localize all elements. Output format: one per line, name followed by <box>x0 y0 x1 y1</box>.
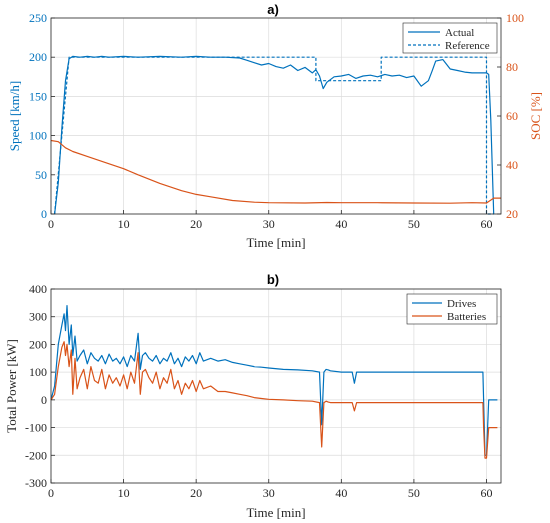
chart-a-title: a) <box>267 2 279 17</box>
y2-tick-label: 60 <box>506 109 518 123</box>
chart-b-y-ticks: -300 -200 -100 0 100 200 300 400 <box>25 282 55 490</box>
chart-a-y-ticks: 0 50 100 150 200 250 <box>29 11 55 221</box>
chart-b-frame <box>50 288 502 484</box>
y-tick-label: -100 <box>25 421 47 435</box>
chart-b-ylabel: Total Power [kW] <box>4 339 19 433</box>
chart-a-legend: Actual Reference <box>402 22 498 54</box>
legend-label-drives: Drives <box>447 298 476 310</box>
chart-panel-b: b) 0 10 20 30 40 50 60 -300 -200 -100 0 100 200 300 4… <box>4 272 502 520</box>
x-tick-label: 50 <box>408 486 420 500</box>
y-tick-label: 0 <box>41 393 47 407</box>
chart-b-x-ticks: 0 10 20 30 40 50 60 <box>48 479 492 500</box>
y-tick-label: -300 <box>25 476 47 490</box>
y-tick-label: 200 <box>29 50 47 64</box>
chart-b-title: b) <box>267 272 279 287</box>
y2-tick-label: 20 <box>506 207 518 221</box>
legend-label-reference: Reference <box>445 40 490 52</box>
chart-a-y2label: SOC [%] <box>528 92 543 140</box>
y-tick-label: 400 <box>29 282 47 296</box>
y-tick-label: 200 <box>29 337 47 351</box>
y2-tick-label: 100 <box>506 11 524 25</box>
x-tick-label: 0 <box>48 486 54 500</box>
legend-label-actual: Actual <box>445 27 474 39</box>
x-tick-label: 50 <box>408 217 420 231</box>
x-tick-label: 10 <box>118 486 130 500</box>
y-tick-label: 0 <box>41 207 47 221</box>
x-tick-label: 30 <box>263 486 275 500</box>
chart-a-xlabel: Time [min] <box>246 235 305 250</box>
chart-b-legend: Drives Batteries <box>406 293 498 325</box>
y-tick-label: -200 <box>25 448 47 462</box>
y-tick-label: 300 <box>29 310 47 324</box>
chart-a-x-ticks: 0 10 20 30 40 50 60 <box>48 210 492 231</box>
series-line-batteries <box>50 341 498 459</box>
x-tick-label: 60 <box>480 217 492 231</box>
chart-a-legend-box <box>402 22 498 54</box>
chart-b-legend-box <box>406 293 498 325</box>
y2-tick-label: 80 <box>506 60 518 74</box>
series-line-soc <box>50 139 501 204</box>
x-tick-label: 30 <box>263 217 275 231</box>
x-tick-label: 10 <box>118 217 130 231</box>
chart-a-series-layer <box>50 55 501 215</box>
chart-a-ylabel: Speed [km/h] <box>7 81 22 151</box>
y2-tick-label: 40 <box>506 158 518 172</box>
y-tick-label: 150 <box>29 89 47 103</box>
x-tick-label: 20 <box>190 486 202 500</box>
y-tick-label: 250 <box>29 11 47 25</box>
series-line-reference <box>54 56 494 215</box>
y-tick-label: 100 <box>29 129 47 143</box>
series-line-actual <box>54 55 495 215</box>
x-tick-label: 40 <box>335 217 347 231</box>
chart-a-y2-ticks: 20 40 60 80 100 <box>497 11 524 221</box>
chart-b-xlabel: Time [min] <box>246 505 305 520</box>
y-tick-label: 50 <box>35 168 47 182</box>
x-tick-label: 60 <box>480 486 492 500</box>
chart-b-series-layer <box>50 305 498 459</box>
chart-panel-a: a) 0 10 20 30 40 50 60 0 50 100 150 200 250 20 40 60 8… <box>7 2 543 250</box>
x-tick-label: 20 <box>190 217 202 231</box>
y-tick-label: 100 <box>29 365 47 379</box>
x-tick-label: 40 <box>335 486 347 500</box>
x-tick-label: 0 <box>48 217 54 231</box>
series-line-drives <box>50 305 498 456</box>
legend-label-batteries: Batteries <box>447 311 486 323</box>
